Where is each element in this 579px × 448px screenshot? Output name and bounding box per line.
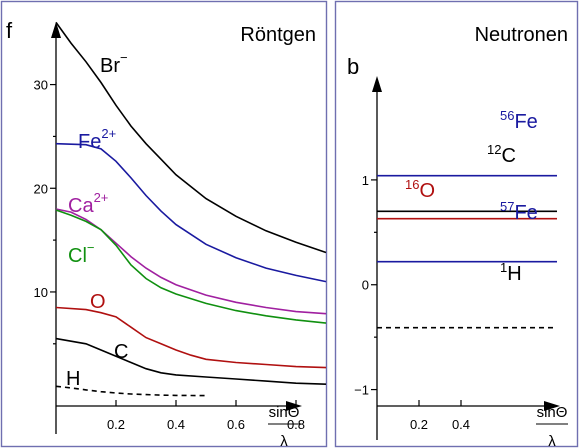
level-label-element: H (507, 263, 521, 285)
y-tick-label: 1 (362, 173, 369, 188)
curve-ca (55, 208, 327, 315)
curve-labels-roentgen: Br−Fe2+Ca2+Cl−OCH (66, 50, 128, 390)
curve-o (55, 306, 327, 369)
x-label-den-roentgen: λ (280, 433, 288, 448)
curve-label-o: O (90, 291, 106, 313)
ticks-neutronen: 0.2 0.4 −1 0 1 (354, 173, 470, 432)
curve-label-fe: Fe2+ (78, 126, 116, 153)
level-label-isotope: 12 (487, 142, 501, 157)
curves-roentgen (55, 21, 327, 397)
x-tick-label: 0.2 (410, 417, 428, 432)
y-axis-arrow-roentgen (51, 22, 61, 38)
x-tick-label: 0.6 (227, 417, 245, 432)
level-label-16o: 16O (405, 177, 435, 202)
curve-label-name: Fe (78, 131, 101, 153)
curve-label-h: H (66, 368, 80, 390)
curve-label-name: H (66, 368, 80, 390)
curve-label-br: Br− (100, 50, 128, 77)
curve-label-name: O (90, 291, 106, 313)
x-label-num-roentgen: sinΘ (269, 404, 300, 421)
x-label-num-neutronen: sinΘ (537, 404, 568, 421)
chart-title-neutronen: Neutronen (475, 24, 568, 46)
y-tick-label: 0 (362, 278, 369, 293)
x-axis-arrow-roentgen (286, 401, 302, 411)
curve-label-name: C (114, 341, 128, 363)
level-label-12c: 12C (487, 142, 516, 167)
curve-label-cl: Cl− (68, 240, 94, 267)
y-tick-label: 20 (34, 181, 48, 196)
level-label-1h: 1H (500, 260, 522, 285)
x-label-den-neutronen: λ (548, 433, 556, 448)
level-label-56fe: 56Fe (500, 108, 538, 133)
level-label-element: O (419, 180, 435, 202)
panel-neutronen-frame (334, 0, 579, 448)
x-tick-label: 0.4 (167, 417, 185, 432)
curve-label-charge: 2+ (101, 126, 116, 141)
curve-br (55, 21, 327, 254)
y-axis-arrow-neutronen (372, 76, 382, 92)
level-label-isotope: 16 (405, 177, 419, 192)
y-tick-label: 10 (34, 285, 48, 300)
panel-letter-b: b (347, 54, 359, 79)
level-label-isotope: 57 (500, 199, 514, 214)
curve-label-name: Br (100, 55, 120, 77)
y-tick-label: −1 (354, 383, 369, 398)
curve-c (55, 337, 327, 385)
curve-label-ca: Ca2+ (68, 190, 108, 217)
curve-label-name: Ca (68, 195, 94, 217)
panel-neutronen: b Neutronen 0.2 0.4−101 56Fe12C16O57Fe1H … (334, 0, 579, 448)
level-label-isotope: 1 (500, 260, 507, 275)
curve-label-charge: 2+ (94, 190, 109, 205)
panel-letter-f: f (6, 18, 13, 43)
level-label-isotope: 56 (500, 108, 514, 123)
curve-label-name: Cl (68, 245, 87, 267)
x-tick-label: 0.4 (452, 417, 470, 432)
curve-fe (55, 142, 327, 283)
level-label-element: C (501, 145, 515, 167)
level-label-element: Fe (514, 111, 537, 133)
y-tick-label: 30 (34, 78, 48, 93)
panel-roentgen-frame (0, 0, 328, 448)
curve-label-c: C (114, 341, 128, 363)
lines-neutronen (377, 174, 557, 329)
curve-h (55, 385, 207, 397)
level-label-57fe: 57Fe (500, 199, 538, 224)
curve-label-charge: − (87, 240, 95, 255)
curve-label-charge: − (120, 50, 128, 65)
curve-cl (55, 209, 327, 324)
x-axis-arrow-neutronen (544, 401, 560, 411)
x-tick-label: 0.2 (107, 417, 125, 432)
level-label-element: Fe (514, 202, 537, 224)
chart-title-roentgen: Röntgen (240, 24, 316, 46)
